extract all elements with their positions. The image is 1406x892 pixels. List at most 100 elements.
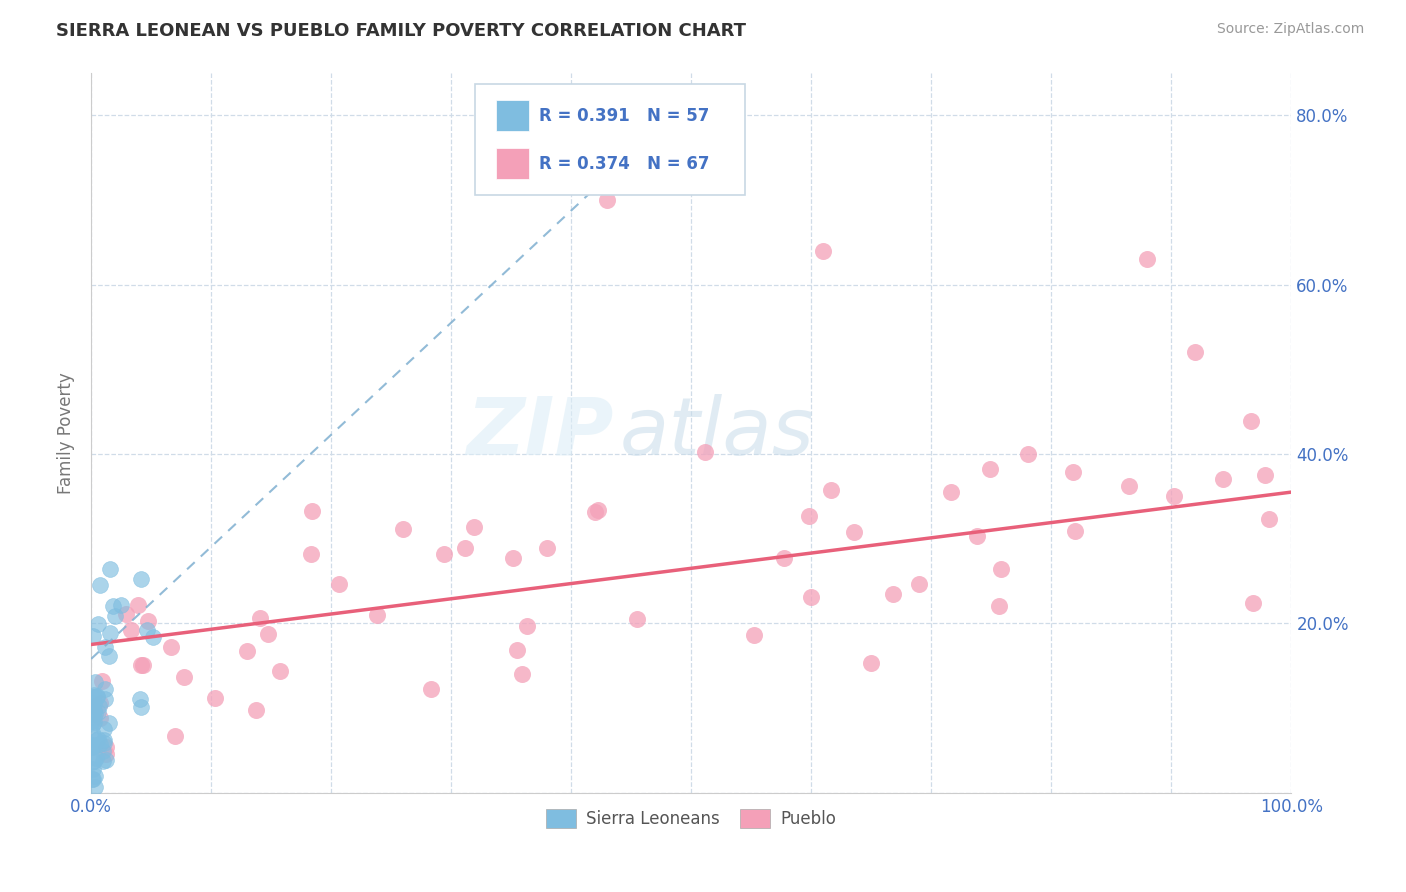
Point: [269, 665, 291, 679]
Point: [772, 550, 794, 565]
Bar: [496, 148, 529, 179]
Point: [1241, 596, 1264, 610]
Point: [257, 627, 280, 641]
Point: [82, 704, 104, 718]
Point: [94, 747, 117, 761]
Point: [433, 547, 456, 561]
Text: atlas: atlas: [619, 393, 814, 472]
Point: [173, 670, 195, 684]
Text: SIERRA LEONEAN VS PUEBLO FAMILY POVERTY CORRELATION CHART: SIERRA LEONEAN VS PUEBLO FAMILY POVERTY …: [56, 22, 747, 40]
Point: [245, 703, 267, 717]
Point: [80, 740, 103, 755]
Point: [813, 244, 835, 258]
Point: [94, 640, 117, 654]
Point: [82, 755, 104, 769]
Point: [596, 193, 619, 207]
Point: [163, 729, 186, 743]
Point: [454, 541, 477, 555]
Point: [987, 599, 1010, 614]
Point: [129, 657, 152, 672]
Point: [83, 714, 105, 729]
Point: [799, 508, 821, 523]
Point: [82, 739, 104, 753]
Point: [366, 608, 388, 623]
Point: [695, 445, 717, 459]
Point: [135, 623, 157, 637]
Point: [83, 706, 105, 721]
Point: [882, 587, 904, 601]
Point: [120, 623, 142, 637]
Point: [979, 462, 1001, 476]
Point: [129, 572, 152, 586]
Point: [536, 541, 558, 555]
Point: [82, 738, 104, 752]
Point: [236, 644, 259, 658]
Point: [583, 505, 606, 519]
Point: [742, 627, 765, 641]
Point: [82, 629, 104, 643]
Point: [91, 754, 114, 768]
Point: [83, 739, 105, 753]
Legend: Sierra Leoneans, Pueblo: Sierra Leoneans, Pueblo: [540, 802, 842, 835]
Point: [91, 673, 114, 688]
Point: [104, 609, 127, 624]
Point: [129, 691, 152, 706]
Point: [94, 692, 117, 706]
Point: [299, 547, 322, 561]
Point: [86, 732, 108, 747]
Point: [98, 626, 121, 640]
Point: [1258, 512, 1281, 526]
Point: [84, 750, 107, 764]
Point: [93, 722, 115, 736]
Point: [80, 772, 103, 786]
Point: [83, 696, 105, 710]
Point: [87, 699, 110, 714]
Point: [87, 705, 110, 719]
Point: [87, 617, 110, 632]
Point: [1063, 524, 1085, 538]
Point: [83, 699, 105, 714]
Point: [103, 599, 125, 614]
Point: [82, 772, 104, 787]
Bar: [496, 100, 529, 131]
Point: [990, 562, 1012, 576]
Point: [83, 704, 105, 718]
Point: [1136, 252, 1159, 267]
Point: [132, 658, 155, 673]
Point: [89, 738, 111, 752]
Point: [80, 725, 103, 739]
Point: [93, 736, 115, 750]
Point: [515, 619, 537, 633]
Point: [626, 612, 648, 626]
Point: [89, 577, 111, 591]
Point: [1062, 465, 1084, 479]
Point: [83, 754, 105, 768]
Point: [86, 690, 108, 704]
Y-axis label: Family Poverty: Family Poverty: [58, 372, 75, 493]
Point: [98, 648, 121, 663]
Point: [301, 503, 323, 517]
Point: [1118, 478, 1140, 492]
Point: [1240, 414, 1263, 428]
Point: [89, 711, 111, 725]
Point: [84, 769, 107, 783]
Point: [93, 681, 115, 696]
Point: [100, 562, 122, 576]
Point: [127, 598, 149, 612]
Point: [1253, 468, 1275, 483]
Point: [129, 699, 152, 714]
Point: [115, 607, 138, 621]
Point: [82, 762, 104, 776]
Point: [87, 732, 110, 747]
Point: [586, 503, 609, 517]
Point: [84, 674, 107, 689]
Point: [94, 739, 117, 754]
Point: [89, 696, 111, 710]
Point: [93, 733, 115, 747]
Point: [510, 667, 533, 681]
Point: [136, 614, 159, 628]
Text: R = 0.391   N = 57: R = 0.391 N = 57: [538, 106, 709, 125]
Point: [506, 642, 529, 657]
FancyBboxPatch shape: [475, 84, 745, 195]
Point: [1212, 472, 1234, 486]
